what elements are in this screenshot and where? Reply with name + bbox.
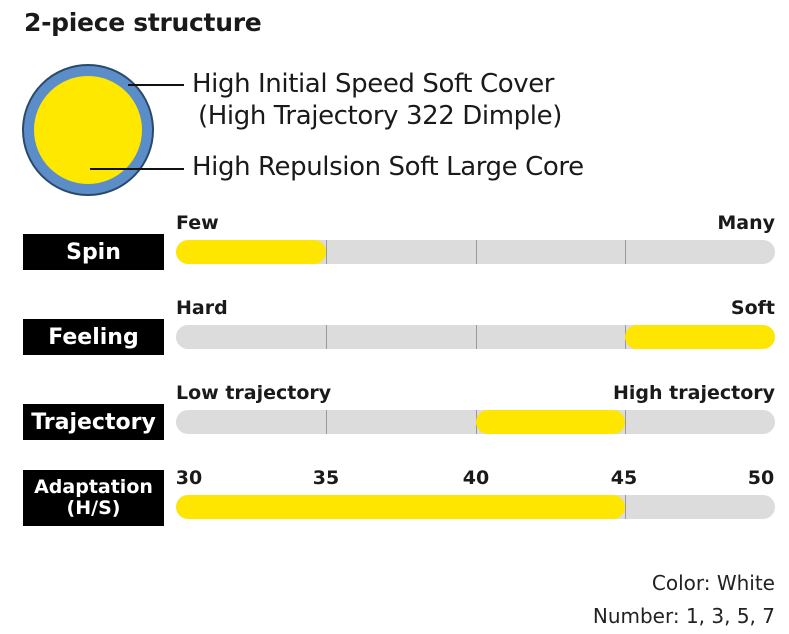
adaptation-bar-fill (176, 495, 626, 519)
adaptation-label-line1: Adaptation (34, 476, 153, 498)
trajectory-bar (176, 410, 775, 434)
spin-label: Spin (23, 234, 164, 270)
color-info: Color: White (651, 571, 775, 595)
bar-tick (625, 410, 626, 434)
number-info: Number: 1, 3, 5, 7 (592, 604, 775, 628)
bar-tick (625, 240, 626, 264)
trajectory-label: Trajectory (23, 404, 164, 440)
core-callout: High Repulsion Soft Large Core (192, 152, 584, 182)
ball-core (34, 76, 142, 184)
feeling-left-label: Hard (176, 297, 228, 319)
feeling-right-label: Soft (730, 297, 775, 319)
feeling-bar-fill (625, 325, 775, 349)
adaptation-scale-50: 50 (747, 467, 775, 489)
adaptation-label-line2: (H/S) (66, 497, 121, 519)
spin-bar (176, 240, 775, 264)
bar-tick (625, 495, 626, 519)
cover-callout-line1: High Initial Speed Soft Cover (192, 69, 555, 99)
bar-tick (326, 410, 327, 434)
cover-callout-line2: (High Trajectory 322 Dimple) (198, 101, 562, 131)
spin-left-label: Few (176, 212, 219, 234)
bar-tick (476, 325, 477, 349)
adaptation-scale-45: 45 (610, 467, 638, 489)
spin-bar-fill (176, 240, 326, 264)
feeling-label: Feeling (23, 319, 164, 355)
trajectory-right-label: High trajectory (613, 382, 775, 404)
cover-leader-line (128, 84, 184, 86)
golf-ball-diagram (22, 64, 154, 196)
trajectory-left-label: Low trajectory (176, 382, 332, 404)
page-title: 2-piece structure (24, 8, 262, 37)
bar-tick (476, 240, 477, 264)
adaptation-scale-35: 35 (312, 467, 340, 489)
bar-tick (326, 240, 327, 264)
adaptation-scale-30: 30 (175, 467, 203, 489)
adaptation-label: Adaptation (H/S) (23, 470, 164, 526)
feeling-bar (176, 325, 775, 349)
adaptation-scale-40: 40 (462, 467, 490, 489)
adaptation-bar (176, 495, 775, 519)
core-leader-line (90, 168, 184, 170)
trajectory-bar-fill (475, 410, 626, 434)
bar-tick (326, 325, 327, 349)
spin-right-label: Many (717, 212, 775, 234)
